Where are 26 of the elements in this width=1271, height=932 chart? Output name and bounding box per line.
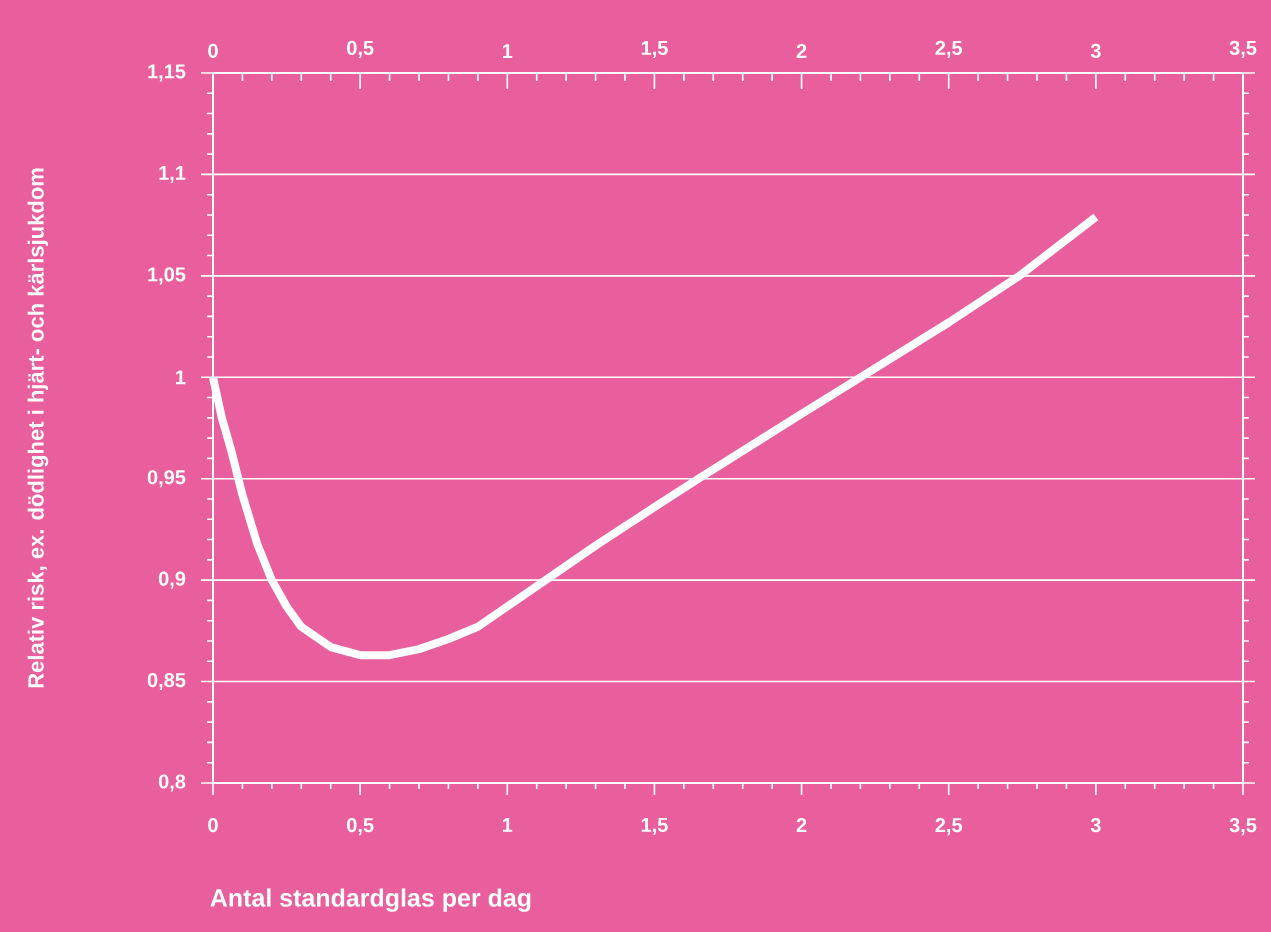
- x2-tick-label: 2,5: [935, 40, 963, 58]
- y-tick-label: 1,1: [159, 165, 186, 183]
- y-tick-label: 0,85: [147, 673, 186, 691]
- y-tick-label: 1,05: [148, 267, 186, 285]
- y-tick-label: 1,15: [148, 64, 186, 82]
- x-axis-title: Antal standardglas per dag: [210, 888, 531, 912]
- x-tick-label: 0,5: [347, 818, 374, 836]
- y-tick-label: 0,8: [158, 774, 186, 792]
- x-tick-label: 3,5: [1229, 818, 1257, 836]
- x2-tick-label: 1,5: [641, 41, 668, 58]
- x-tick-label: 2: [796, 818, 807, 833]
- x2-tick-label: 0,5: [347, 40, 374, 58]
- y-tick-label: 0,9: [158, 571, 186, 589]
- x-tick-label: 0: [208, 818, 218, 833]
- x-tick-label: 1,5: [641, 818, 668, 835]
- x-tick-label: 2,5: [935, 818, 963, 836]
- x2-tick-label: 1: [502, 44, 513, 58]
- x2-tick-label: 2: [796, 43, 807, 58]
- x-tick-label: 1: [502, 818, 513, 832]
- y-tick-label: 1: [176, 370, 186, 385]
- y-tick-label: 0,95: [147, 470, 186, 488]
- x2-tick-label: 3,5: [1229, 40, 1257, 58]
- y-axis-title: Relativ risk, ex. dödlighet i hjärt- och kärlsjukdom: [27, 168, 49, 688]
- x2-tick-label: 0: [208, 43, 218, 58]
- x2-tick-label: 3: [1090, 43, 1101, 58]
- x-tick-label: 3: [1090, 818, 1101, 833]
